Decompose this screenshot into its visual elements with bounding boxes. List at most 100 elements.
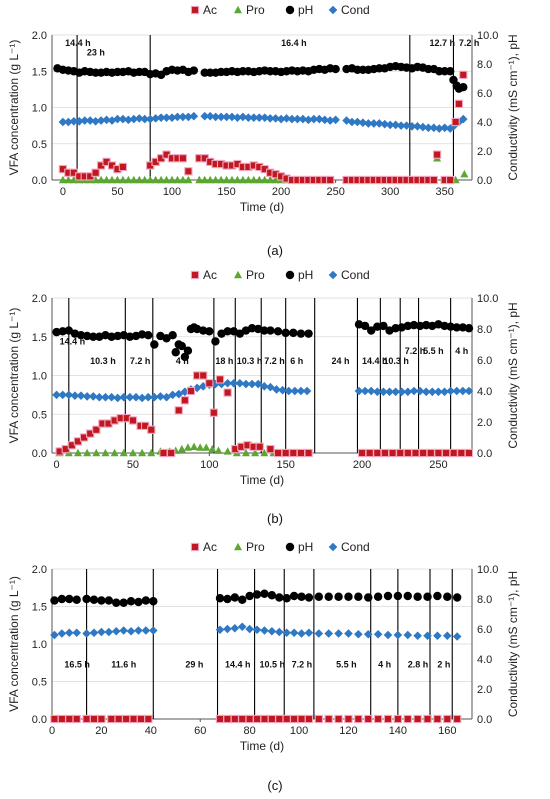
data-point-ac [118, 162, 128, 172]
data-point-cond [452, 386, 462, 396]
x-tick-label: 140 [389, 725, 407, 737]
data-point-ac [365, 448, 374, 458]
data-point-ac [147, 425, 156, 434]
data-point-cond [150, 392, 159, 402]
data-point-pro [102, 175, 111, 184]
data-point-cond [344, 629, 353, 638]
data-point-pro [244, 175, 253, 184]
series-ph [50, 589, 462, 607]
data-point-cond [366, 386, 376, 396]
y2-tick-label: 0.0 [477, 448, 492, 460]
data-point-ph [137, 330, 147, 339]
legend-item-pro: Pro [234, 540, 265, 554]
y2-axis-label: Conductivity (mS cm⁻¹), pH [506, 302, 520, 448]
data-point-ph [76, 331, 86, 340]
data-point-pro [113, 175, 122, 184]
data-point-ac [429, 175, 438, 185]
data-point-ph [459, 83, 468, 92]
x-tick-label: 150 [276, 459, 294, 471]
data-point-ac [396, 448, 405, 458]
data-point-pro [110, 448, 119, 457]
data-point-cond [259, 382, 269, 391]
hrt-label: 18 h [215, 356, 233, 366]
hrt-label: 29 h [185, 659, 203, 669]
data-point-cond [252, 625, 262, 635]
x-axis-label: Time (d) [240, 739, 284, 753]
data-point-ac [215, 714, 225, 724]
data-point-pro [206, 175, 215, 184]
data-point-cond [253, 379, 263, 389]
data-point-cond [284, 386, 294, 396]
data-point-ph [134, 597, 143, 607]
data-point-cond [347, 117, 357, 127]
data-point-ph [360, 321, 370, 331]
data-point-ph [149, 597, 158, 606]
data-point-ph [177, 341, 187, 351]
data-point-ac [289, 714, 299, 724]
data-point-ph [141, 596, 151, 605]
data-point-ph [458, 323, 468, 332]
data-point-ph [354, 592, 363, 601]
hrt-label: 4 h [176, 356, 189, 366]
legend-item-ac: Ac [190, 3, 217, 17]
data-point-cond [113, 114, 122, 124]
legend-marker-cond [328, 542, 338, 552]
data-point-ac [82, 714, 91, 724]
data-point-ph [364, 593, 373, 602]
data-point-ph [446, 322, 455, 331]
data-point-pro [178, 175, 187, 184]
hrt-label: 6 h [290, 356, 303, 366]
data-point-ph [433, 591, 442, 601]
y2-tick-label: 0.0 [477, 714, 492, 726]
data-point-ph [391, 324, 400, 333]
data-point-ph [199, 326, 208, 335]
data-point-ph [215, 594, 225, 603]
data-point-cond [354, 386, 364, 396]
hrt-label: 4 h [455, 346, 468, 356]
data-point-cond [449, 122, 458, 131]
data-point-ph [57, 594, 67, 604]
data-point-cond [156, 113, 166, 122]
x-tick-label: 250 [429, 459, 447, 471]
y2-tick-label: 4.0 [477, 117, 492, 129]
data-point-cond [354, 629, 363, 639]
data-point-cond [418, 122, 428, 132]
y-tick-label: 0.0 [32, 714, 47, 726]
data-point-ph [440, 321, 449, 331]
data-point-ac [205, 379, 214, 388]
data-point-cond [189, 111, 199, 121]
data-point-pro [64, 175, 73, 184]
data-point-cond [274, 627, 284, 637]
data-point-ac [403, 448, 413, 458]
data-point-pro [223, 447, 232, 455]
data-point-ac [144, 714, 153, 724]
data-point-ac [354, 714, 363, 724]
data-point-ac [432, 150, 442, 159]
data-point-ac [209, 408, 219, 417]
data-point-ac [282, 714, 291, 724]
data-point-cond [403, 630, 413, 640]
data-point-cond [464, 386, 474, 396]
data-point-cond [245, 624, 254, 634]
legend: Ac Pro pH Cond [190, 3, 370, 17]
data-point-ac [255, 442, 264, 451]
series-ac [55, 371, 474, 458]
legend-label: Pro [246, 268, 265, 282]
hrt-label: 16.4 h [281, 38, 307, 48]
data-point-cond [74, 116, 84, 126]
data-point-cond [452, 632, 462, 641]
data-point-ph [344, 592, 353, 601]
data-point-cond [107, 392, 116, 402]
data-point-cond [272, 385, 281, 394]
data-point-ph [252, 590, 262, 599]
legend-item-ac: Ac [190, 540, 217, 554]
data-point-pro [208, 444, 217, 453]
data-point-pro [73, 448, 82, 457]
data-point-ph [72, 595, 81, 604]
y-tick-label: 1.0 [32, 371, 47, 383]
data-point-cond [178, 112, 188, 122]
data-point-ac [267, 714, 277, 724]
y2-tick-label: 4.0 [477, 654, 492, 666]
data-point-pro [228, 175, 236, 184]
